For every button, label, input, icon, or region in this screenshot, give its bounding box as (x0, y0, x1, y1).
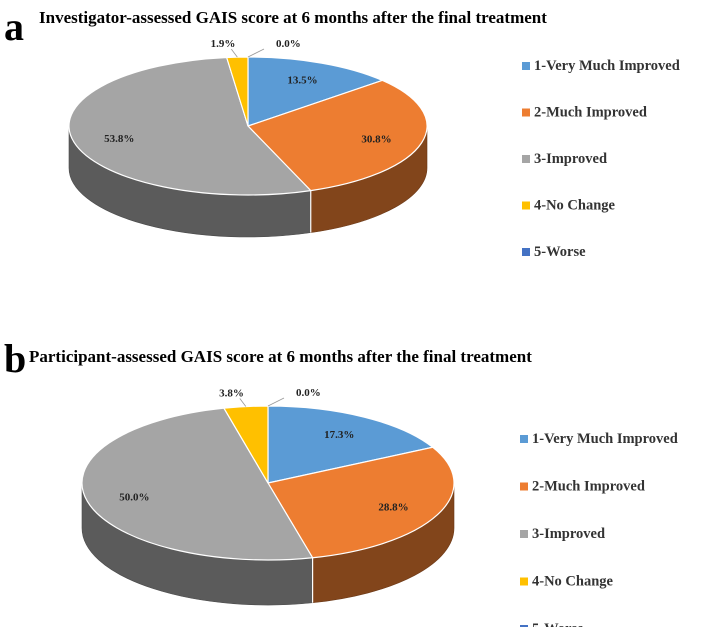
legend-swatch-2-much-improved (520, 482, 528, 491)
leader-line-5-worse (267, 397, 285, 407)
legend-swatch-1-very-much-improved (522, 62, 530, 70)
pie-slice-3-improved (68, 56, 312, 196)
legend-swatch-1-very-much-improved (520, 435, 528, 443)
legend-swatch-3-improved (522, 155, 530, 163)
legend-label-5-worse: 5-Worse (532, 621, 584, 627)
data-label-5-worse: 0.0% (296, 387, 321, 399)
chart-title-b: Participant-assessed GAIS score at 6 mon… (29, 347, 532, 366)
legend-swatch-2-much-improved (522, 108, 530, 117)
pie-top-b (81, 405, 455, 561)
chart-title-a: Investigator-assessed GAIS score at 6 mo… (39, 8, 547, 27)
data-label-3-improved: 53.8% (104, 133, 134, 145)
legend-swatch-4-no-change (520, 577, 528, 586)
pie-slice-3-improved (81, 407, 314, 561)
pie-slice-1-very-much-improved (267, 405, 434, 484)
chart-panel-a: a Investigator-assessed GAIS score at 6 m… (4, 4, 680, 260)
pie-slice-1-very-much-improved (247, 56, 383, 127)
pie-slice-2-much-improved (247, 79, 428, 192)
pie-slice-2-much-improved (267, 446, 455, 559)
legend-label-5-worse: 5-Worse (534, 244, 586, 260)
data-label-1-very-much-improved: 17.3% (324, 429, 354, 441)
legend-swatch-5-worse (522, 248, 530, 256)
data-label-4-no-change: 1.9% (211, 38, 236, 50)
leader-line-4-no-change (231, 48, 238, 58)
leader-line-5-worse (247, 48, 265, 58)
data-label-5-worse: 0.0% (276, 38, 301, 50)
legend-label-3-improved: 3-Improved (532, 526, 605, 542)
legend-swatch-5-worse (520, 625, 528, 627)
leader-line-4-no-change (239, 398, 247, 407)
legend-b: 1-Very Much Improved 2-Much Improved 3-Imp… (520, 431, 678, 627)
panel-letter-a: a (4, 4, 24, 49)
panel-letter-b: b (4, 336, 26, 381)
data-label-2-much-improved: 30.8% (361, 133, 391, 145)
legend-label-1-very-much-improved: 1-Very Much Improved (534, 58, 680, 74)
data-label-2-much-improved: 28.8% (378, 501, 408, 513)
legend-label-2-much-improved: 2-Much Improved (534, 105, 647, 121)
legend-a: 1-Very Much Improved 2-Much Improved 3-Imp… (522, 58, 680, 260)
data-label-1-very-much-improved: 13.5% (287, 74, 317, 86)
data-labels-b: 17.3% 28.8% 50.0% 3.8% 0.0% (119, 387, 408, 513)
legend-label-4-no-change: 4-No Change (534, 198, 616, 214)
data-label-3-improved: 50.0% (119, 492, 149, 504)
legend-swatch-3-improved (520, 530, 528, 538)
data-label-4-no-change: 3.8% (219, 388, 244, 400)
legend-label-1-very-much-improved: 1-Very Much Improved (532, 431, 678, 447)
chart-panel-b: b Participant-assessed GAIS score at 6 mo… (4, 336, 678, 627)
pie-top-a (68, 56, 428, 196)
legend-swatch-4-no-change (522, 201, 530, 210)
data-labels-a: 13.5% 30.8% 53.8% 1.9% 0.0% (104, 38, 391, 145)
legend-label-4-no-change: 4-No Change (532, 574, 614, 590)
legend-label-3-improved: 3-Improved (534, 151, 607, 167)
legend-label-2-much-improved: 2-Much Improved (532, 479, 645, 495)
